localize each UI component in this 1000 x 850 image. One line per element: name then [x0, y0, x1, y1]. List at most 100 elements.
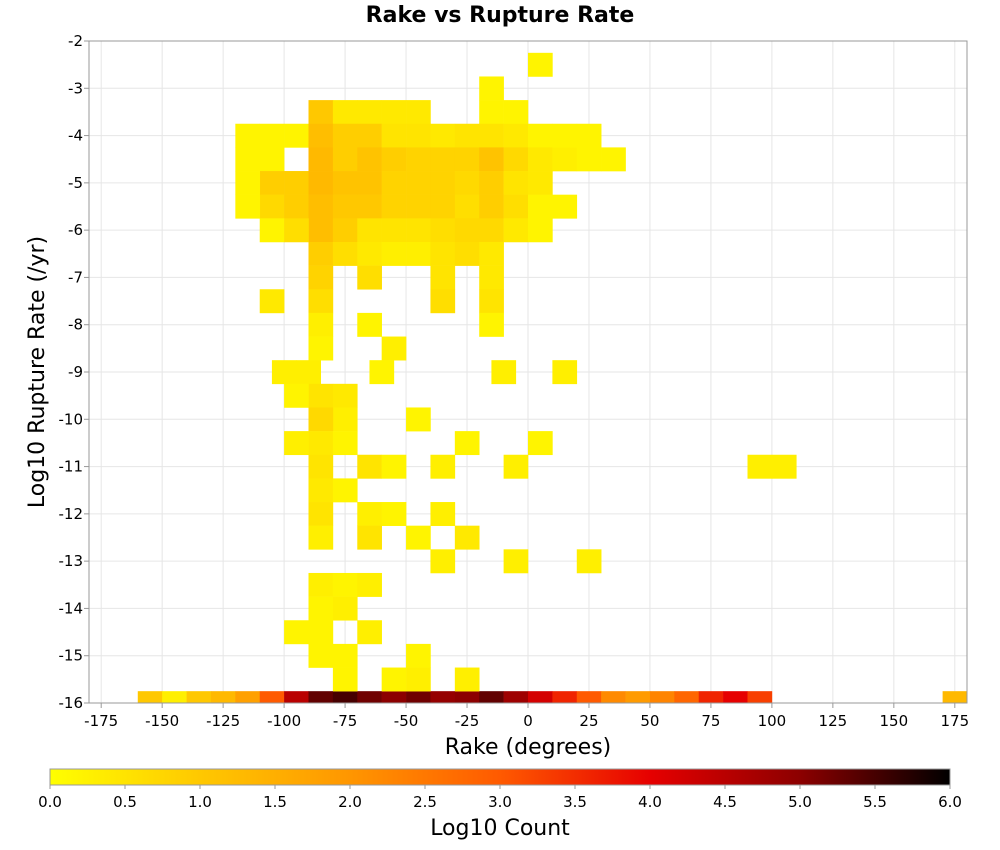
heatmap-cell	[210, 691, 236, 704]
heatmap-cell	[332, 691, 358, 704]
x-tick-label: -75	[333, 712, 358, 730]
heatmap-cell	[308, 691, 334, 704]
heatmap-cell	[332, 194, 358, 219]
colorbar-tick-label: 6.0	[938, 793, 962, 811]
heatmap-cell	[942, 691, 968, 704]
heatmap-cell	[528, 194, 553, 219]
heatmap-cell	[381, 123, 407, 148]
heatmap-cell	[406, 100, 431, 125]
heatmap-cell	[528, 52, 553, 77]
heatmap-cell	[454, 431, 480, 456]
heatmap-cell	[332, 478, 358, 503]
heatmap-cell	[381, 218, 407, 243]
y-tick-label: -4	[68, 127, 83, 145]
heatmap-cell	[308, 502, 334, 526]
heatmap-cell	[479, 123, 504, 148]
heatmap-cell	[235, 194, 261, 219]
y-tick-label: -5	[68, 174, 83, 192]
colorbar-tick-label: 4.5	[713, 793, 737, 811]
heatmap-cell	[406, 691, 431, 704]
heatmap-cell	[332, 407, 358, 432]
heatmap-cell	[479, 289, 504, 314]
y-tick-label: -9	[68, 363, 83, 381]
heatmap-cell	[454, 171, 480, 195]
heatmap-cell	[381, 502, 407, 526]
x-axis-label: Rake (degrees)	[445, 735, 612, 760]
heatmap-cell	[235, 691, 261, 704]
x-tick-label: -50	[394, 712, 419, 730]
heatmap-cell	[698, 691, 724, 704]
colorbar-tick-label: 1.5	[263, 793, 287, 811]
heatmap-cell	[454, 194, 480, 219]
heatmap-cell	[308, 218, 334, 243]
heatmap-cell	[308, 643, 334, 668]
heatmap-cell	[576, 549, 602, 574]
colorbar-tick-label: 0.5	[113, 793, 137, 811]
heatmap-cell	[747, 454, 773, 479]
heatmap-cell	[332, 572, 358, 597]
heatmap-cell	[601, 147, 626, 172]
heatmap-cell	[357, 620, 382, 645]
heatmap-cell	[332, 596, 358, 621]
heatmap-cell	[308, 147, 334, 172]
heatmap-cell	[552, 147, 578, 172]
heatmap-cell	[308, 572, 334, 597]
heatmap-cell	[357, 572, 382, 597]
chart-title: Rake vs Rupture Rate	[366, 3, 635, 28]
colorbar-tick-label: 2.0	[338, 793, 362, 811]
x-tick-label: -100	[267, 712, 301, 730]
heatmap-cell	[259, 691, 285, 704]
heatmap-cell	[259, 171, 285, 195]
y-tick-label: -6	[68, 221, 83, 239]
heatmap-cell	[357, 123, 382, 148]
heatmap-cell	[332, 171, 358, 195]
heatmap-cell	[528, 147, 553, 172]
heatmap-cell	[308, 336, 334, 361]
heatmap-cell	[406, 667, 431, 692]
heatmap-cell	[308, 431, 334, 456]
heatmap-cell	[308, 265, 334, 290]
heatmap-cell	[381, 336, 407, 361]
heatmap-cell	[430, 171, 456, 195]
heatmap-cell	[308, 525, 334, 550]
heatmap-cell	[576, 147, 602, 172]
heatmap-cell	[284, 620, 309, 645]
heatmap-cell	[479, 147, 504, 172]
heatmap-cell	[454, 525, 480, 550]
heatmap-cell	[284, 431, 309, 456]
heatmap-cell	[552, 691, 578, 704]
x-tick-label: 50	[640, 712, 659, 730]
heatmap-cell	[332, 100, 358, 125]
heatmap-cell	[381, 147, 407, 172]
heatmap-cell	[162, 691, 187, 704]
heatmap-cell	[430, 147, 456, 172]
x-tick-label: -150	[145, 712, 179, 730]
heatmap-cell	[284, 218, 309, 243]
heatmap-cell	[308, 123, 334, 148]
heatmap-cell	[357, 525, 382, 550]
heatmap-cell	[771, 454, 797, 479]
x-tick-label: -175	[84, 712, 118, 730]
heatmap-cell	[308, 194, 334, 219]
heatmap-cell	[430, 289, 456, 314]
heatmap-cell	[430, 691, 456, 704]
heatmap-cell	[381, 667, 407, 692]
heatmap-cell	[430, 241, 456, 266]
heatmap-cell	[528, 691, 553, 704]
heatmap-cell	[430, 454, 456, 479]
colorbar-label: Log10 Count	[430, 816, 570, 841]
heatmap-cell	[284, 123, 309, 148]
x-tick-label: 100	[758, 712, 787, 730]
heatmap-cell	[308, 289, 334, 314]
heatmap-cell	[308, 478, 334, 503]
y-tick-label: -11	[59, 458, 84, 476]
colorbar	[49, 768, 951, 786]
heatmap-cell	[528, 431, 553, 456]
heatmap-cell	[406, 194, 431, 219]
heatmap-cell	[235, 123, 261, 148]
y-tick-label: -12	[59, 505, 84, 523]
heatmap-cell	[332, 218, 358, 243]
heatmap-cell	[332, 123, 358, 148]
heatmap-cell	[186, 691, 212, 704]
